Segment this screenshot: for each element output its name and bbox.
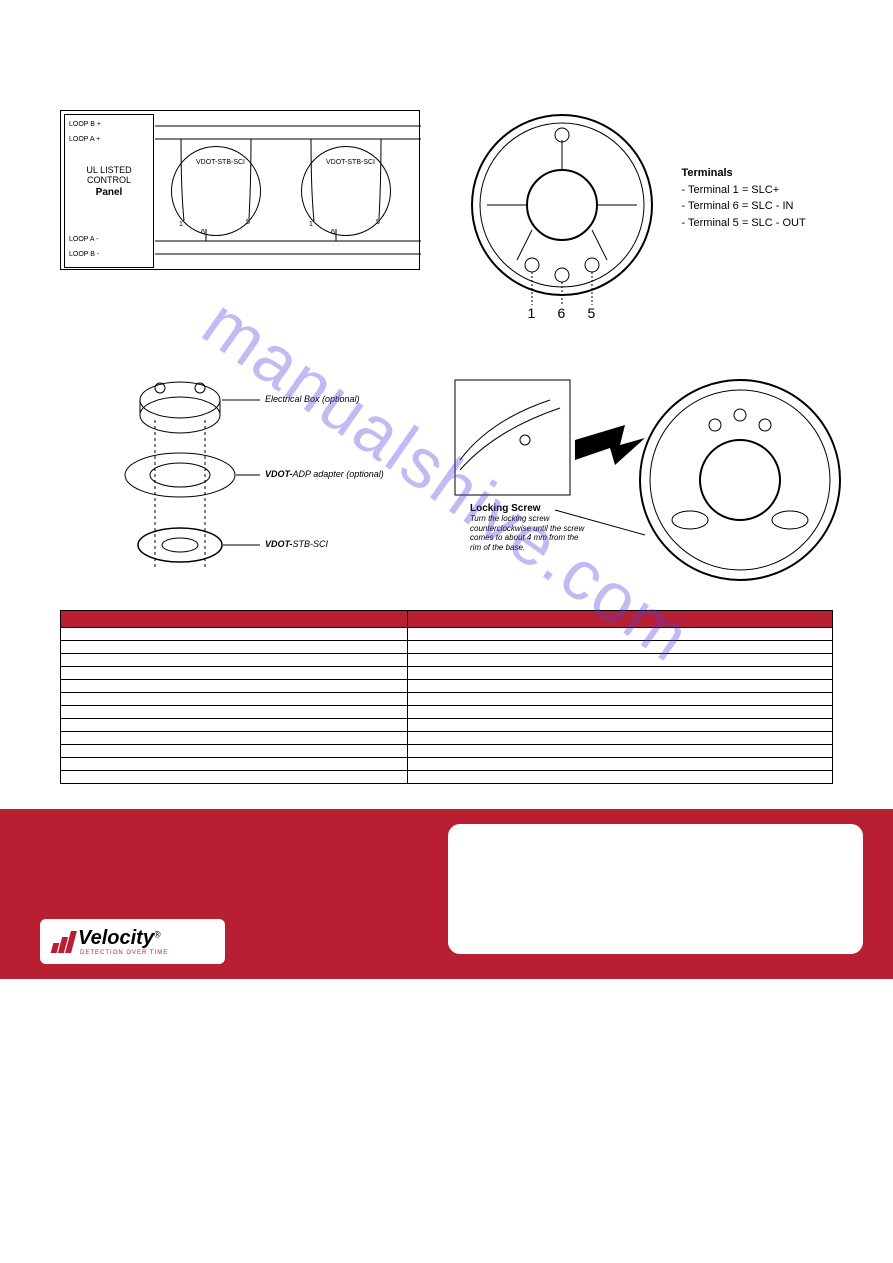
adapter-prefix: VDOT- [265,469,293,479]
footer-contact-card [448,824,863,954]
table-row [61,667,833,680]
electrical-box-label: Electrical Box (optional) [265,394,360,404]
terminal-1-number: 1 [528,305,536,321]
locking-screw-text: Locking Screw Turn the locking screw cou… [470,503,590,552]
detector-base-top-view: 1 6 5 [462,110,662,310]
terminal-1-desc: - Terminal 1 = SLC+ [682,182,806,199]
table-row [61,628,833,641]
base-top-svg [462,110,662,310]
spec-header-1 [61,611,408,628]
table-row [61,745,833,758]
base-label: VDOT-STB-SCI [265,539,328,549]
table-row [61,680,833,693]
adapter-rest: ADP adapter (optional) [293,469,384,479]
table-row [61,758,833,771]
terminal-5-desc: - Terminal 5 = SLC - OUT [682,215,806,232]
exploded-view-svg [60,370,420,590]
table-row [61,719,833,732]
table-row [61,641,833,654]
table-row [61,706,833,719]
spec-table-region [0,610,893,809]
table-row [61,654,833,667]
wiring-lines [61,111,421,271]
terminal-5-number: 5 [588,305,596,321]
spec-table [60,610,833,784]
footer-logo-card: Velocity® DETECTION OVER TIME [40,919,225,964]
registered-mark: ® [154,930,161,940]
terminals-title: Terminals [682,165,806,182]
spec-header-row [61,611,833,628]
locking-screw-title: Locking Screw [470,503,590,514]
base-prefix: VDOT- [265,539,293,549]
velocity-tagline: DETECTION OVER TIME [80,950,168,956]
velocity-bars-icon [52,931,74,953]
adapter-label: VDOT-ADP adapter (optional) [265,469,384,479]
page-footer: Velocity® DETECTION OVER TIME [0,809,893,979]
velocity-logo-text: Velocity [78,927,154,949]
wiring-diagram-box: UL LISTED CONTROL Panel LOOP B + LOOP A … [60,110,420,270]
arrow-icon [575,425,645,465]
locking-screw-svg [450,370,850,590]
wiring-diagram-region: UL LISTED CONTROL Panel LOOP B + LOOP A … [60,110,432,310]
locking-screw-region: Locking Screw Turn the locking screw cou… [450,370,850,590]
table-row [61,771,833,784]
terminal-6-desc: - Terminal 6 = SLC - IN [682,198,806,215]
locking-screw-desc: Turn the locking screw counterclockwise … [470,514,590,552]
exploded-view-region: Electrical Box (optional) VDOT-ADP adapt… [60,370,420,590]
table-row [61,732,833,745]
velocity-logo: Velocity® DETECTION OVER TIME [52,927,168,956]
terminals-text-block: Terminals - Terminal 1 = SLC+ - Terminal… [682,165,806,231]
base-rest: STB-SCI [293,539,329,549]
base-terminals-region: 1 6 5 Terminals - Terminal 1 = SLC+ - Te… [462,110,834,310]
terminal-6-number: 6 [558,305,566,321]
spec-header-2 [408,611,833,628]
table-row [61,693,833,706]
